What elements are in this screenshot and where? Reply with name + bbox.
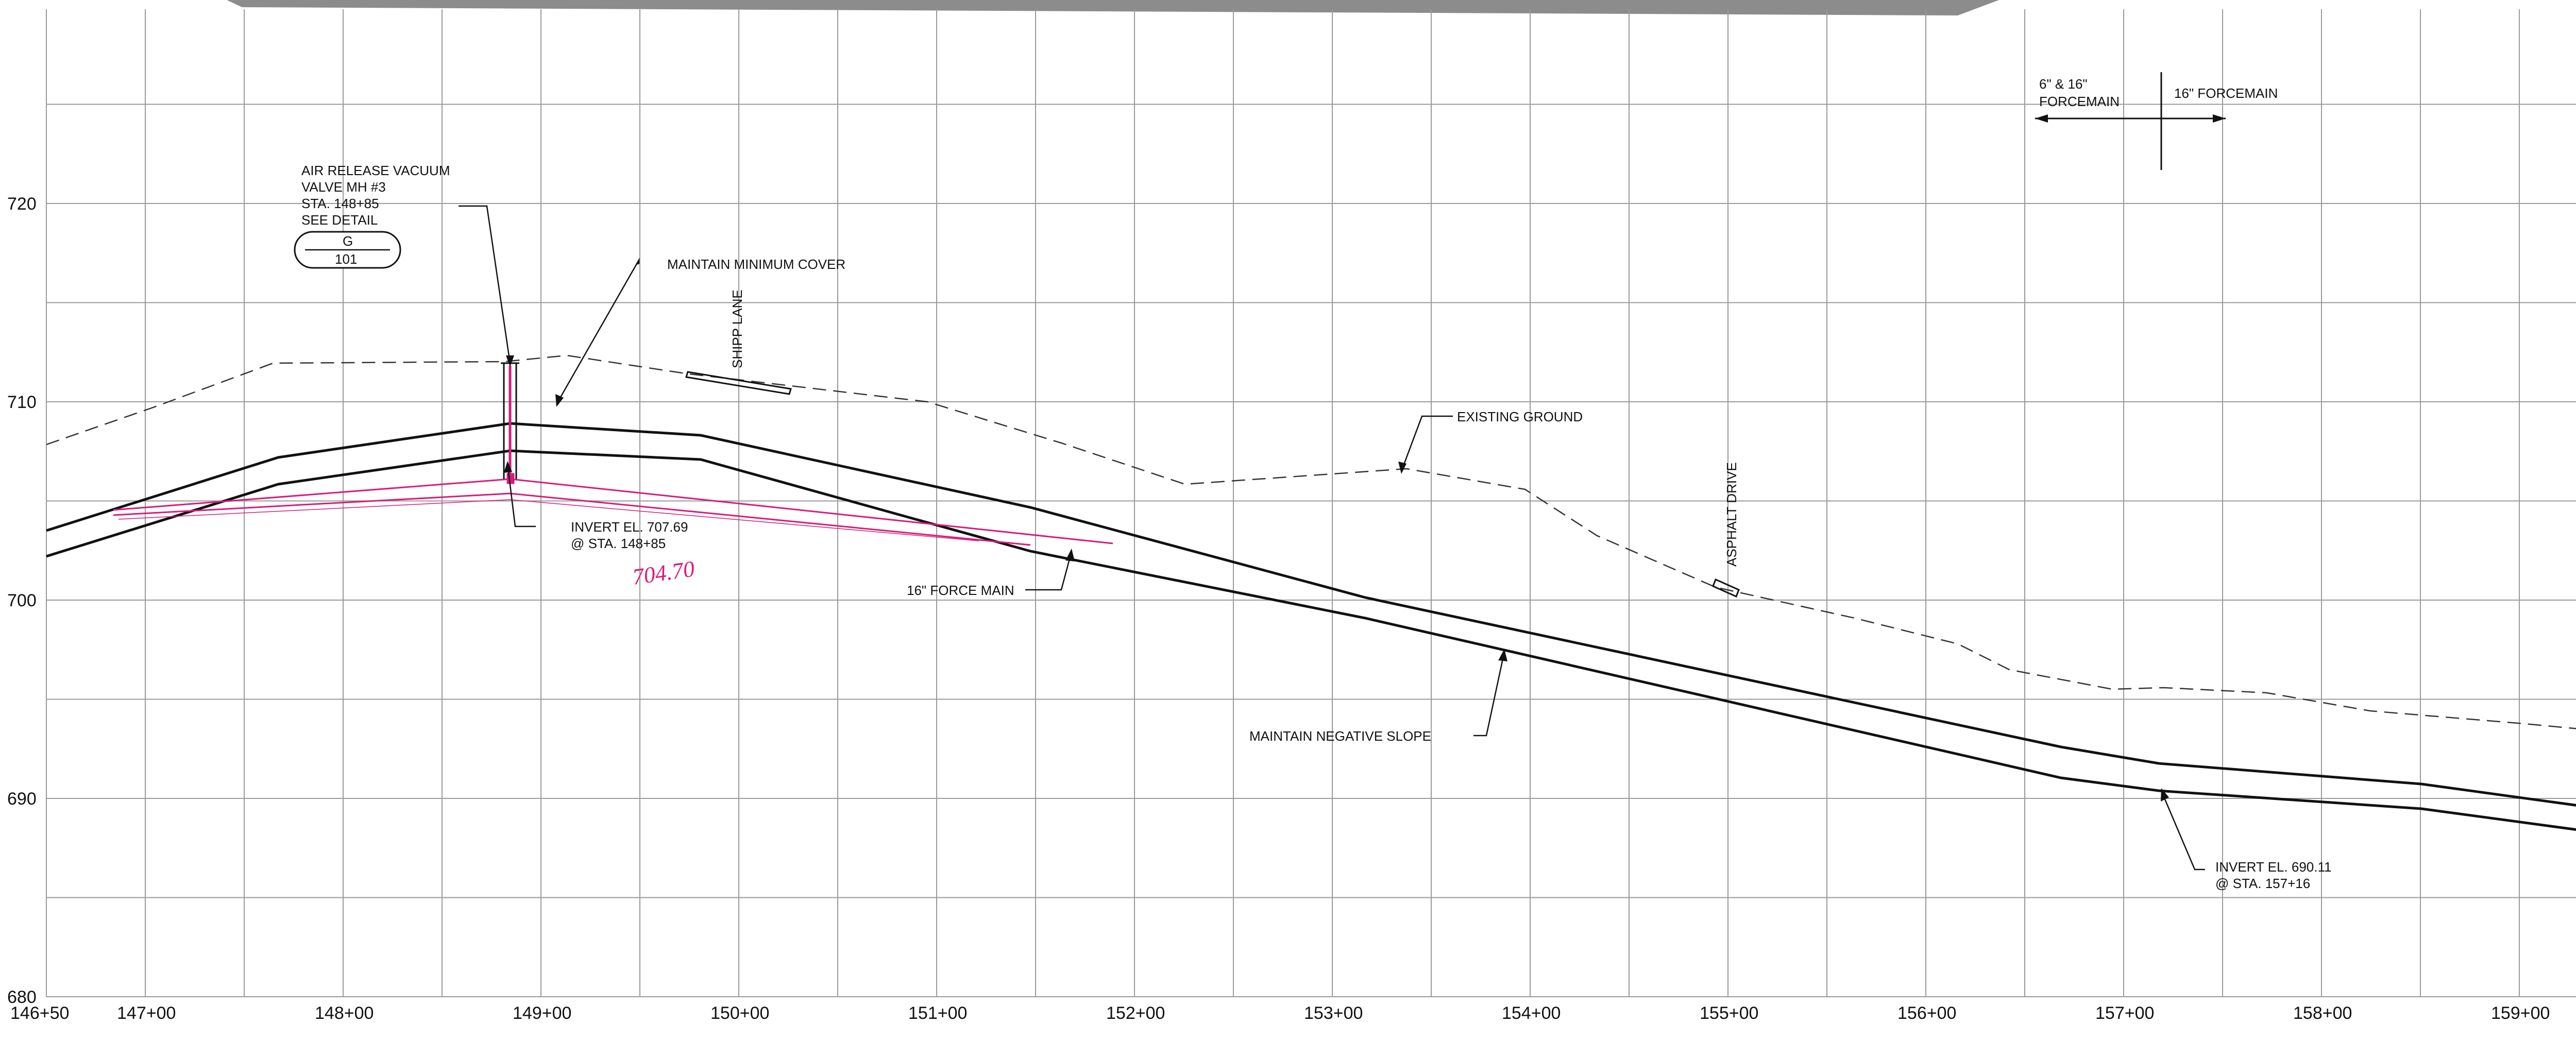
asphalt-drive-label: ASPHALT DRIVE [1724, 462, 1739, 567]
forcemain-transition-marker [2035, 72, 2226, 170]
invert-2-label-2: @ STA. 157+16 [2215, 876, 2310, 891]
force-main-top [46, 422, 2576, 807]
arrow-left-head [2035, 114, 2048, 123]
elevation-axis-left: 720 710 700 690 680 [7, 194, 37, 1007]
arrow-right-head [2213, 114, 2226, 123]
invert-1-label-2: @ STA. 148+85 [571, 536, 666, 551]
invert-1-label-1: INVERT EL. 707.69 [571, 519, 688, 535]
negative-slope-label: MAINTAIN NEGATIVE SLOPE [1249, 728, 1431, 744]
station-label: 149+00 [513, 1003, 571, 1023]
elevation-label-left: 690 [7, 789, 37, 809]
forcemain-left-label-2: FORCEMAIN [2039, 94, 2120, 109]
leader-arrowheads [504, 355, 2169, 802]
station-label: 155+00 [1700, 1003, 1758, 1023]
station-label: 146+50 [10, 1003, 69, 1023]
elevation-label-left: 710 [7, 393, 37, 412]
elevation-label-left: 700 [7, 591, 37, 610]
handwritten-elevation: 704.70 [631, 556, 697, 590]
station-label: 148+00 [315, 1003, 374, 1023]
elevation-label-left: 680 [7, 987, 37, 1007]
arv-label-2: VALVE MH #3 [301, 179, 386, 195]
detail-bubble [294, 231, 401, 269]
detail-bubble-top: G [343, 233, 353, 249]
station-label: 157+00 [2095, 1003, 2154, 1023]
station-label: 156+00 [1897, 1003, 1956, 1023]
station-label: 159+00 [2491, 1003, 2550, 1023]
arv-label-3: STA. 148+85 [301, 196, 379, 211]
arv-label-1: AIR RELEASE VACUUM [301, 163, 450, 178]
asphalt-drive-marker [1712, 578, 1740, 598]
leader-lines [459, 205, 2205, 871]
station-label: 153+00 [1304, 1003, 1363, 1023]
invert-2-label-1: INVERT EL. 690.11 [2215, 859, 2331, 875]
station-label: 152+00 [1106, 1003, 1165, 1023]
grid [46, 9, 2576, 997]
arv-label-4: SEE DETAIL [301, 212, 378, 228]
existing-ground-label: EXISTING GROUND [1457, 409, 1583, 424]
redline-markup [113, 366, 1113, 546]
shipp-lane-marker [685, 371, 792, 395]
aerial-photo-strip [227, 0, 1999, 15]
station-label: 158+00 [2293, 1003, 2352, 1023]
station-label: 154+00 [1502, 1003, 1561, 1023]
station-label: 150+00 [710, 1003, 769, 1023]
force-main-invert [46, 449, 2576, 831]
detail-bubble-bottom: 101 [335, 251, 357, 267]
min-cover-label: MAINTAIN MINIMUM COVER [667, 257, 845, 272]
forcemain-left-label-1: 6" & 16" [2039, 76, 2088, 92]
station-axis: 146+50 147+00 148+00 149+00 150+00 151+00 152+… [10, 1003, 2550, 1023]
shipp-lane-label: SHIPP LANE [730, 289, 745, 368]
existing-ground-line [46, 354, 2576, 729]
elevation-label-left: 720 [7, 194, 37, 214]
force-main-label: 16" FORCE MAIN [907, 583, 1014, 598]
station-label: 151+00 [908, 1003, 967, 1023]
station-label: 147+00 [117, 1003, 176, 1023]
forcemain-right-label: 16" FORCEMAIN [2174, 86, 2278, 101]
